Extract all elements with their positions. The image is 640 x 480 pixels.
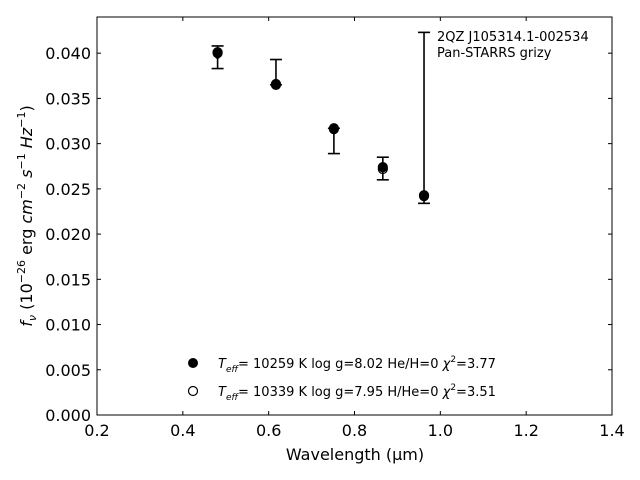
- y-tick-label: 0.035: [45, 89, 91, 108]
- x-tick-label: 1.2: [513, 421, 538, 440]
- model-point-open: [328, 124, 339, 135]
- model-point-open: [418, 191, 430, 202]
- error-bars: [211, 31, 431, 205]
- model-points: [212, 47, 430, 202]
- y-tick-label: 0.005: [45, 361, 91, 380]
- model-point-open: [270, 79, 282, 90]
- x-tick-label: 0.6: [256, 421, 281, 440]
- y-tick-label: 0.040: [45, 44, 91, 63]
- axis-ticks: 0.2 0.4 0.6 0.8 1.0 1.2 1.4 0.000 0.005 0.010 0.01…: [45, 17, 625, 440]
- x-tick-label: 0.2: [84, 421, 109, 440]
- legend-entry-1: Teff= 10259 K log g=8.02 He/H=0 χ2=3.77: [218, 355, 496, 375]
- y-axis-label: fν (10−26 erg cm−2 s−1 Hz−1): [15, 105, 39, 326]
- y-tick-label: 0.020: [45, 225, 91, 244]
- legend-entry-2: Teff= 10339 K log g=7.95 H/He=0 χ2=3.51: [218, 383, 496, 403]
- x-tick-label: 1.4: [599, 421, 624, 440]
- x-tick-label: 0.8: [342, 421, 367, 440]
- y-tick-label: 0.000: [45, 406, 91, 425]
- legend-marker-filled: [188, 358, 198, 368]
- model-point-open: [377, 163, 388, 175]
- y-tick-label: 0.015: [45, 270, 91, 289]
- annotation-object: 2QZ J105314.1-002534: [437, 30, 589, 45]
- x-axis-label: Wavelength (μm): [286, 445, 424, 464]
- y-tick-label: 0.010: [45, 316, 91, 335]
- y-tick-label: 0.025: [45, 180, 91, 199]
- annotation-survey: Pan-STARRS grizy: [437, 46, 552, 61]
- legend: Teff= 10259 K log g=8.02 He/H=0 χ2=3.77 …: [187, 355, 496, 403]
- x-tick-label: 0.4: [170, 421, 195, 440]
- x-tick-label: 1.0: [428, 421, 453, 440]
- y-tick-label: 0.030: [45, 135, 91, 154]
- legend-marker-open: [187, 385, 199, 397]
- model-point-open: [212, 48, 223, 59]
- plot-frame: [96, 16, 613, 416]
